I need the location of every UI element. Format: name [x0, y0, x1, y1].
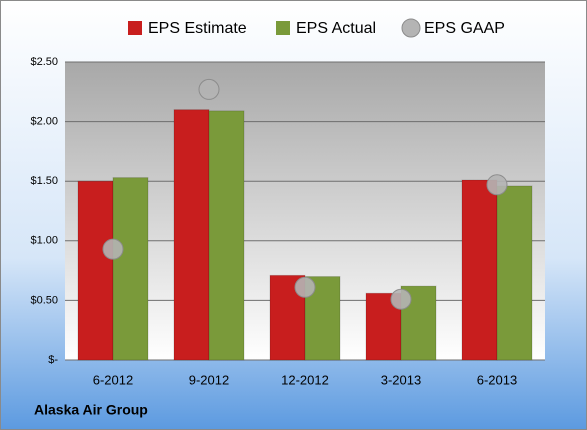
gaap-marker — [198, 78, 220, 100]
x-tick-label: 3-2013 — [381, 372, 421, 387]
bar — [496, 185, 533, 361]
bar — [461, 179, 498, 361]
x-tick-label: 12-2012 — [281, 372, 329, 387]
gaap-marker — [390, 288, 412, 310]
gaap-marker — [294, 276, 316, 298]
x-tick-label: 9-2012 — [189, 372, 229, 387]
x-tick-label: 6-2013 — [477, 372, 517, 387]
y-tick-label: $2.50 — [30, 56, 58, 68]
bar — [208, 110, 245, 361]
y-tick-label: $1.50 — [30, 175, 58, 187]
bar — [112, 177, 149, 361]
y-tick-label: $- — [48, 354, 58, 366]
gaap-marker — [486, 174, 508, 196]
gaap-marker — [102, 238, 124, 260]
legend-swatch — [401, 18, 421, 38]
bar — [77, 180, 114, 361]
legend-label: EPS Actual — [296, 20, 376, 37]
legend-label: EPS GAAP — [424, 20, 505, 37]
legend-swatch — [128, 21, 142, 35]
y-tick-label: $0.50 — [30, 294, 58, 306]
legend-label: EPS Estimate — [148, 20, 247, 37]
y-tick-label: $1.00 — [30, 235, 58, 247]
legend-swatch — [276, 21, 290, 35]
footer: Alaska Air Group — [34, 402, 148, 418]
x-tick-label: 6-2012 — [93, 372, 133, 387]
y-tick-label: $2.00 — [30, 116, 58, 128]
bar — [173, 109, 210, 361]
